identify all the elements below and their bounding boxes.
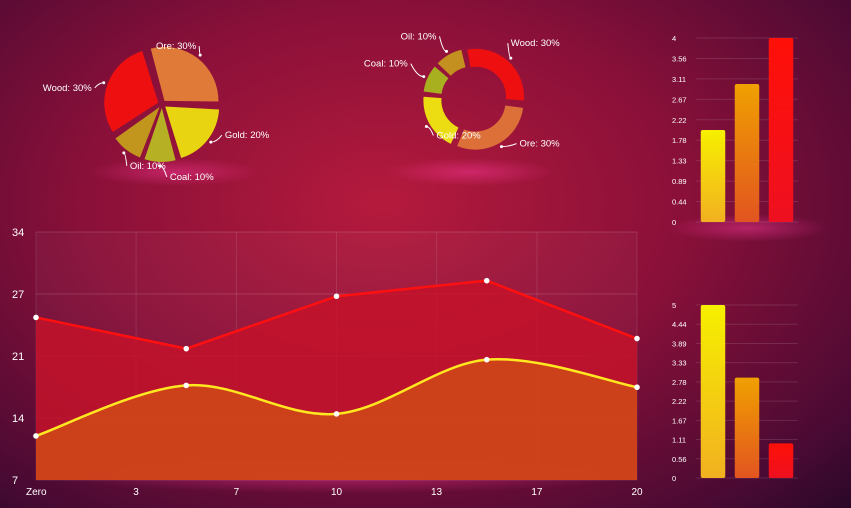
donut-slice[interactable] (423, 66, 449, 94)
pie-leader-dot (158, 164, 162, 168)
pie-slice[interactable] (115, 107, 160, 158)
area-series-fill (36, 359, 637, 480)
area-data-point[interactable] (634, 335, 640, 342)
area-x-tick-label: 20 (631, 487, 643, 498)
area-y-tick-label: 34 (12, 227, 24, 239)
pie-slice[interactable] (104, 51, 159, 132)
pie-slice-label: Ore: 30% (156, 41, 197, 52)
donut-leader-dot (424, 125, 428, 128)
donut-leader-line (501, 143, 517, 148)
pie-glow (90, 158, 260, 186)
bar-bottom-bar[interactable] (768, 443, 794, 478)
area-data-point[interactable] (33, 433, 39, 439)
area-data-point[interactable] (634, 384, 640, 391)
area-data-point[interactable] (483, 277, 490, 284)
donut-leader-line (410, 63, 424, 78)
area-x-tick-label: 17 (531, 487, 543, 498)
pie-chart: Ore: 30% Gold: 20% Coal: 10% Oil: 10% Wood: … (43, 41, 270, 183)
bar-bottom-tick-label: 0.56 (672, 455, 687, 464)
bar-top-tick-label: 4 (672, 34, 676, 43)
donut-slice[interactable] (457, 105, 524, 150)
area-x-tick-label: 10 (331, 487, 343, 498)
area-y-tick-label: 27 (12, 289, 24, 301)
donut-slice-label: Wood: 30% (511, 38, 560, 49)
bar-bottom-tick-label: 4.44 (672, 320, 687, 329)
donut-glow (385, 158, 555, 186)
bar-bottom-tick-label: 5 (672, 301, 676, 310)
donut-slice-label: Coal: 10% (364, 59, 408, 70)
pie-slice[interactable] (150, 46, 219, 102)
area-x-tick-label: 3 (133, 487, 139, 498)
bar-top-tick-label: 0.44 (672, 198, 687, 207)
bar-bottom-tick-label: 2.78 (672, 378, 687, 387)
pie-slice-label: Wood: 30% (43, 83, 92, 94)
bar-bottom-tick-label: 0 (672, 474, 676, 483)
donut-leader-dot (500, 145, 503, 149)
pie-slice[interactable] (144, 107, 176, 162)
bar-bottom-tick-label: 2.22 (672, 397, 687, 406)
area-x-tick-label: 7 (234, 487, 240, 498)
area-data-point[interactable] (333, 411, 340, 417)
area-x-tick-label: 13 (431, 487, 443, 498)
bar-top-bar[interactable] (768, 38, 794, 222)
donut-slice[interactable] (437, 49, 466, 76)
bar-top-tick-label: 2.22 (672, 116, 687, 125)
pie-slice-label: Coal: 10% (170, 172, 214, 183)
bar-chart-bottom: 0 0.56 1.11 1.67 2.22 2.78 3.33 3.89 4.44 5 (672, 301, 798, 483)
area-y-tick-label: 7 (12, 475, 18, 487)
pie-leader-dot (102, 81, 106, 85)
area-data-point[interactable] (333, 293, 340, 300)
pie-slice[interactable] (165, 106, 220, 159)
pie-leader-dot (198, 53, 202, 57)
bar-bottom-tick-label: 3.33 (672, 359, 687, 368)
pie-slice-label: Oil: 10% (130, 161, 166, 172)
pie-slice-label: Gold: 20% (225, 130, 270, 141)
donut-leader-dot (509, 56, 513, 60)
bar-top-tick-label: 3.56 (672, 54, 687, 63)
donut-leader-dot (422, 75, 426, 79)
donut-slice-label: Oil: 10% (401, 31, 437, 42)
donut-leader-dot (445, 49, 448, 53)
donut-leader-line (439, 36, 447, 52)
pie-leader-dot (122, 151, 126, 155)
area-y-tick-label: 21 (12, 351, 24, 363)
area-data-point[interactable] (483, 356, 490, 363)
donut-slice[interactable] (467, 48, 525, 101)
donut-chart: Wood: 30% Ore: 30% Gold: 20% Coal: 10% Oil: … (364, 31, 560, 149)
area-x-tick-label: Zero (26, 487, 47, 498)
bar-top-bar[interactable] (700, 130, 726, 222)
bar-bottom-tick-label: 3.89 (672, 339, 687, 348)
bar-bottom-tick-label: 1.11 (672, 436, 686, 445)
bar-top-tick-label: 0 (672, 218, 676, 227)
bar-chart-top: 0 0.44 0.89 1.33 1.78 2.22 2.67 3.11 3.56 4 (672, 34, 798, 227)
area-data-point[interactable] (183, 345, 190, 352)
area-data-point[interactable] (183, 382, 190, 389)
area-chart: 7 14 21 27 34 Zero 3 7 10 13 17 20 (12, 227, 643, 498)
bar-top-tick-label: 3.11 (672, 75, 686, 84)
area-y-tick-label: 14 (12, 413, 24, 425)
donut-slice-label: Ore: 30% (520, 139, 561, 150)
bar-bottom-bar[interactable] (734, 377, 760, 478)
pie-leader-line (210, 134, 223, 143)
bar-bottom-bar[interactable] (700, 305, 726, 478)
donut-slice[interactable] (423, 96, 459, 144)
pie-leader-dot (209, 140, 213, 144)
bar-top-tick-label: 2.67 (672, 95, 687, 104)
bar-top-tick-label: 0.89 (672, 177, 687, 186)
bar-top-tick-label: 1.33 (672, 157, 687, 166)
area-data-point[interactable] (33, 314, 39, 321)
bar-top-bar[interactable] (734, 84, 760, 222)
donut-slice-label: Gold: 20% (436, 131, 481, 142)
bar-bottom-tick-label: 1.67 (672, 416, 687, 425)
pie-leader-line (94, 82, 104, 89)
bar-top-tick-label: 1.78 (672, 136, 687, 145)
